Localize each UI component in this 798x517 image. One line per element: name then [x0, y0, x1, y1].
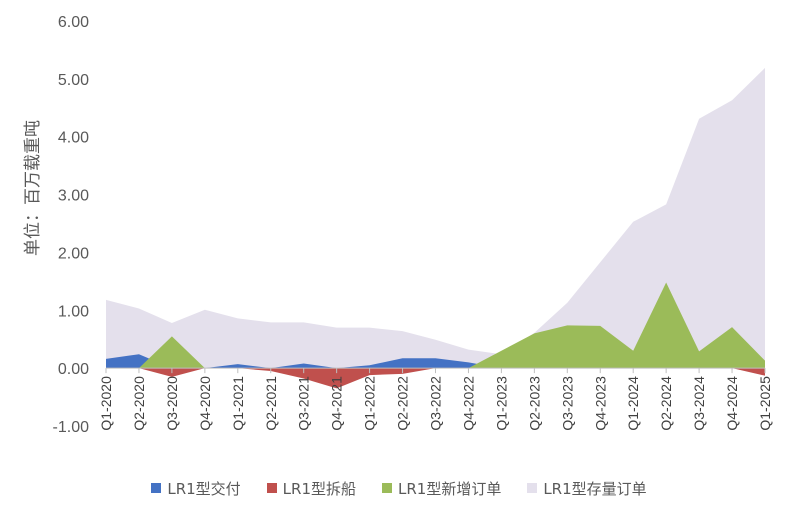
series-area-0	[106, 67, 765, 369]
x-tick-label: Q4-2021	[329, 376, 345, 431]
legend-item: LR1型存量订单	[527, 478, 647, 499]
x-tick-label: Q3-2022	[428, 376, 444, 431]
x-tick-label: Q2-2020	[131, 376, 147, 431]
x-tick-label: Q1-2025	[757, 376, 773, 431]
legend-label: LR1型新增订单	[398, 479, 502, 498]
x-tick-label: Q3-2020	[164, 376, 180, 431]
x-tick-label: Q4-2022	[460, 376, 476, 431]
x-tick-label: Q1-2022	[362, 376, 378, 431]
series-area-3	[106, 282, 765, 369]
x-tick-label: Q4-2024	[724, 376, 740, 431]
y-axis-label: 单位：百万载重吨	[23, 120, 43, 256]
legend-item: LR1型新增订单	[382, 478, 501, 499]
x-tick-label: Q3-2024	[691, 376, 707, 431]
legend-label: LR1型存量订单	[543, 479, 647, 498]
x-tick-label: Q2-2023	[526, 376, 542, 431]
y-tick-label: 2.00	[58, 245, 89, 262]
x-tick-label: Q3-2023	[559, 376, 575, 431]
legend-label: LR1型拆船	[282, 479, 356, 498]
legend-swatch	[266, 483, 277, 493]
legend-label: LR1型交付	[167, 479, 241, 498]
y-tick-label: -1.00	[53, 419, 90, 436]
x-tick-label: Q2-2022	[395, 376, 411, 431]
legend-item: LR1型交付	[151, 478, 241, 499]
x-tick-label: Q1-2023	[493, 376, 509, 431]
y-tick-label: 1.00	[58, 303, 89, 320]
y-tick-label: 5.00	[58, 72, 89, 89]
x-tick-label: Q1-2021	[230, 376, 246, 431]
y-tick-label: 3.00	[58, 188, 89, 205]
chart-axes: -1.00 0.00 1.00 2.00 3.00 4.00 5.00 6.00 Q1-2020…	[53, 14, 773, 436]
x-tick-label: Q3-2021	[296, 376, 312, 431]
legend-swatch	[151, 483, 162, 493]
series-area-1	[106, 354, 765, 369]
x-tick-label: Q4-2023	[592, 376, 608, 431]
legend: LR1型交付 LR1型拆船 LR1型新增订单 LR1型存量订单	[0, 474, 798, 502]
x-tick-label: Q1-2024	[625, 376, 641, 431]
x-tick-label: Q2-2021	[263, 376, 279, 431]
chart-areas	[106, 67, 765, 389]
x-tick-label: Q4-2020	[197, 376, 213, 431]
y-tick-label: 6.00	[58, 14, 89, 31]
x-tick-label: Q1-2020	[98, 376, 114, 431]
x-tick-label: Q2-2024	[658, 376, 674, 431]
legend-swatch	[527, 483, 538, 493]
y-tick-label: 0.00	[58, 361, 89, 378]
legend-swatch	[382, 483, 392, 493]
y-tick-label: 4.00	[58, 130, 89, 147]
legend-item: LR1型拆船	[266, 478, 356, 499]
